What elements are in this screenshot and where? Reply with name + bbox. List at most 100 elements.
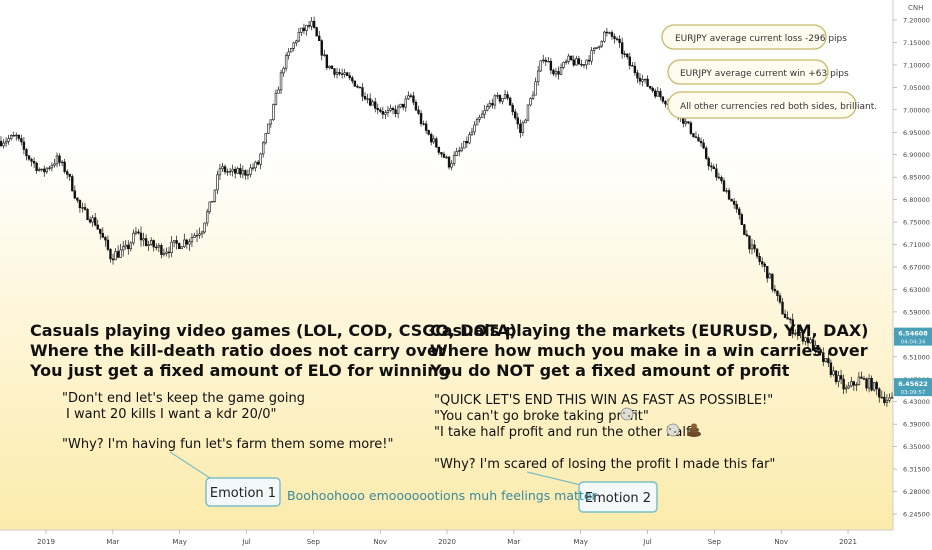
candle-body xyxy=(656,91,659,97)
candle-body xyxy=(93,217,97,226)
candle-body xyxy=(750,244,754,250)
candle-body xyxy=(381,111,385,115)
candle-body xyxy=(7,138,10,142)
candle-body xyxy=(778,295,782,303)
candle-body xyxy=(12,135,15,137)
candle-body xyxy=(99,228,102,234)
candle-body xyxy=(427,130,430,135)
left-headline-2: Where the kill-death ratio does not carr… xyxy=(30,341,446,360)
candle-body xyxy=(297,32,301,42)
candle-body xyxy=(216,174,219,191)
candle-body xyxy=(137,231,140,234)
candle-body xyxy=(17,134,21,139)
candle-body xyxy=(73,190,77,199)
candle-body xyxy=(259,153,262,165)
candle-body xyxy=(193,235,196,238)
candle-body xyxy=(788,318,792,321)
chart-background xyxy=(0,0,893,530)
candle-body xyxy=(236,168,239,174)
candle-body xyxy=(86,209,89,221)
candle-body xyxy=(875,382,878,390)
candle-body xyxy=(498,95,502,102)
candle-body xyxy=(109,249,112,260)
candle-body xyxy=(715,168,718,178)
candle-body xyxy=(727,190,731,200)
candle-body xyxy=(55,155,59,165)
candle-body xyxy=(183,239,186,247)
candle-body xyxy=(35,162,38,171)
candle-body xyxy=(720,177,723,182)
candle-body xyxy=(96,224,99,230)
left-headline-1: Casuals playing video games (LOL, COD, C… xyxy=(30,321,517,340)
price-tick-label: 7.05000 xyxy=(903,84,930,92)
price-badge-box xyxy=(894,327,932,346)
candle-body xyxy=(786,317,789,320)
candle-body xyxy=(356,85,359,88)
time-tick-label: May xyxy=(172,538,186,546)
candle-body xyxy=(654,90,657,97)
candle-body xyxy=(475,118,479,126)
candle-body xyxy=(330,65,334,69)
candle-body xyxy=(547,60,550,63)
candle-body xyxy=(491,103,494,106)
candle-body xyxy=(292,42,295,49)
candle-body xyxy=(748,235,751,250)
candle-body xyxy=(880,396,884,399)
thought-bubble-icon xyxy=(620,407,634,421)
candle-body xyxy=(88,219,92,223)
candle-body xyxy=(722,180,726,192)
candle-body xyxy=(391,107,395,111)
callout-loss-bubble xyxy=(661,24,827,50)
candle-body xyxy=(129,242,133,250)
price-tick-label: 6.24500 xyxy=(903,511,930,519)
candle-body xyxy=(801,330,805,342)
candle-body xyxy=(452,155,456,164)
candle-body xyxy=(646,78,649,87)
candle-body xyxy=(743,224,746,235)
candle-body xyxy=(180,246,183,249)
candle-body xyxy=(213,189,217,202)
candle-body xyxy=(440,152,443,155)
candle-body xyxy=(277,89,280,94)
right-quote-3: "I take half profit and run the other ha… xyxy=(434,425,697,440)
candle-body xyxy=(333,68,336,75)
candle-body xyxy=(488,103,491,108)
candle-body xyxy=(628,56,631,66)
callout-other: All other currencies red both sides, bri… xyxy=(667,91,877,119)
candle-body xyxy=(142,238,145,241)
emotion-1-label: Emotion 1 xyxy=(210,486,276,501)
candle-body xyxy=(883,396,886,403)
candle-body xyxy=(231,168,234,172)
candle-body xyxy=(371,101,374,106)
candle-body xyxy=(402,103,405,108)
candle-body xyxy=(351,77,354,82)
candle-body xyxy=(516,117,519,125)
callout-loss: EURJPY average current loss -296 pips xyxy=(661,24,847,50)
candle-body xyxy=(165,251,168,254)
candle-body xyxy=(208,201,211,213)
candle-body xyxy=(435,138,438,148)
candle-body xyxy=(885,400,889,403)
candle-body xyxy=(687,121,690,124)
candle-body xyxy=(178,243,181,249)
time-tick-label: May xyxy=(573,538,587,546)
candle-body xyxy=(503,94,507,99)
price-tick-label: 7.10000 xyxy=(903,61,930,69)
candle-body xyxy=(203,222,206,233)
candle-body xyxy=(226,171,229,173)
candle-body xyxy=(346,72,349,76)
candle-body xyxy=(501,98,504,102)
candle-body xyxy=(890,397,894,399)
candle-body xyxy=(430,134,433,143)
candle-body xyxy=(641,79,644,82)
candle-body xyxy=(195,234,199,237)
candle-body xyxy=(170,241,173,253)
time-tick-label: Nov xyxy=(774,538,788,546)
right-quote-4: "Why? I'm scared of losing the profit I … xyxy=(434,457,775,472)
candle-body xyxy=(310,20,313,27)
price-tick-label: 6.51000 xyxy=(903,353,930,361)
candle-body xyxy=(254,161,257,169)
emotion-2-box xyxy=(578,481,658,513)
candle-body xyxy=(53,163,56,166)
candle-body xyxy=(486,106,489,111)
